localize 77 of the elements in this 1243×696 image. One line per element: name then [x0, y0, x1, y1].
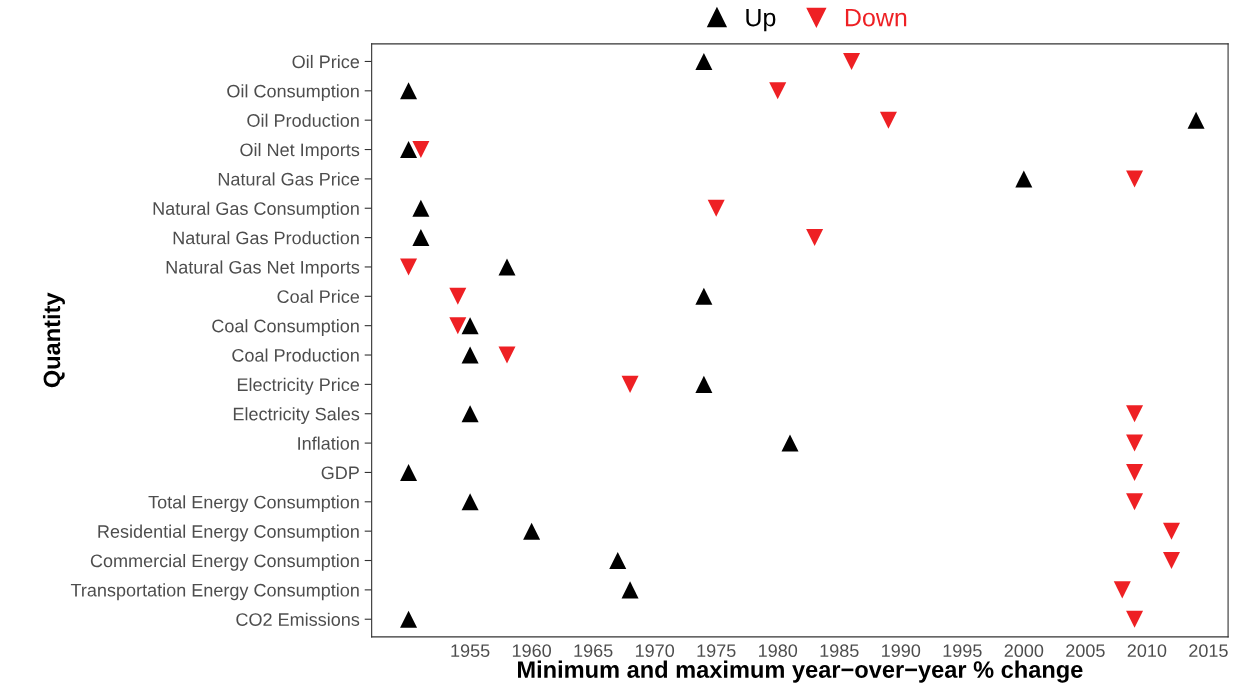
y-tick-label: Natural Gas Production [173, 231, 359, 245]
point [412, 199, 430, 217]
point [400, 610, 418, 628]
point [695, 52, 713, 70]
point [1126, 434, 1144, 452]
x-tick-label: 2015 [1189, 644, 1228, 658]
y-tick-label: Coal Production [232, 348, 359, 362]
y-tick-label: Transportation Energy Consumption [70, 583, 359, 601]
point [400, 141, 418, 159]
y-tick-label: Oil Production [247, 113, 359, 127]
y-tick-label: Coal Consumption [212, 319, 359, 336]
x-tick-label: 2000 [1004, 644, 1044, 658]
point [1126, 610, 1144, 628]
y-tick-label: Coal Price [277, 289, 360, 304]
y-tick-label: GDP [321, 466, 359, 480]
point [400, 82, 418, 100]
point [461, 317, 479, 335]
point [843, 52, 861, 70]
point [449, 287, 467, 305]
point [1126, 463, 1144, 481]
point [1187, 111, 1205, 129]
x-tick-label: 1985 [820, 644, 859, 658]
point [707, 199, 725, 217]
y-tick-label: Natural Gas Net Imports [166, 260, 360, 278]
x-axis-title: Minimum and maximum year−over−year % change [518, 660, 1083, 683]
y-axis-title: Quantity [42, 292, 65, 388]
x-tick-label: 2010 [1127, 644, 1167, 658]
x-tick-label: 1975 [697, 644, 736, 658]
point [695, 287, 713, 305]
legend-label: Down [845, 8, 907, 27]
point [769, 82, 787, 100]
point [695, 375, 713, 393]
point [498, 258, 516, 276]
y-tick-label: Commercial Energy Consumption [90, 553, 359, 571]
point [621, 375, 639, 393]
point [1162, 522, 1180, 540]
x-tick-label: 1980 [759, 644, 798, 658]
point [609, 552, 627, 570]
point [461, 405, 479, 423]
point [461, 493, 479, 511]
point [621, 581, 639, 599]
point [879, 111, 897, 129]
y-tick-label: Natural Gas Consumption [153, 201, 359, 219]
y-tick-label: Oil Consumption [227, 84, 359, 102]
point [461, 346, 479, 364]
point [781, 434, 799, 452]
y-tick-label: Oil Net Imports [240, 142, 360, 160]
legend-label: Up [746, 8, 776, 32]
x-tick-label: 1960 [512, 644, 551, 658]
x-tick-label: 2005 [1066, 644, 1105, 658]
y-tick-label: Electricity Price [237, 377, 360, 395]
point [1015, 170, 1033, 188]
point [523, 522, 541, 540]
point [1113, 581, 1131, 599]
y-tick-label: Oil Price [292, 54, 360, 69]
point [1126, 405, 1144, 423]
point [412, 229, 430, 247]
y-tick-label: Residential Energy Consumption [98, 524, 359, 542]
x-tick-label: 1995 [943, 644, 982, 658]
point [412, 141, 430, 159]
y-tick-label: Electricity Sales [233, 407, 360, 425]
point [449, 317, 467, 335]
point [400, 463, 418, 481]
point [806, 229, 824, 247]
y-tick-label: Natural Gas Price [218, 172, 360, 186]
point [1126, 493, 1144, 511]
x-tick-label: 1990 [882, 644, 921, 658]
point [400, 258, 418, 276]
x-tick-label: 1970 [635, 644, 675, 658]
point [1162, 552, 1180, 570]
y-tick-label: Total Energy Consumption [148, 495, 359, 513]
y-tick-label: Inflation [298, 436, 359, 450]
x-tick-label: 1965 [574, 644, 613, 658]
point [498, 346, 516, 364]
point [1126, 170, 1144, 188]
y-tick-label: CO2 Emissions [236, 612, 360, 626]
x-tick-label: 1955 [451, 644, 490, 658]
